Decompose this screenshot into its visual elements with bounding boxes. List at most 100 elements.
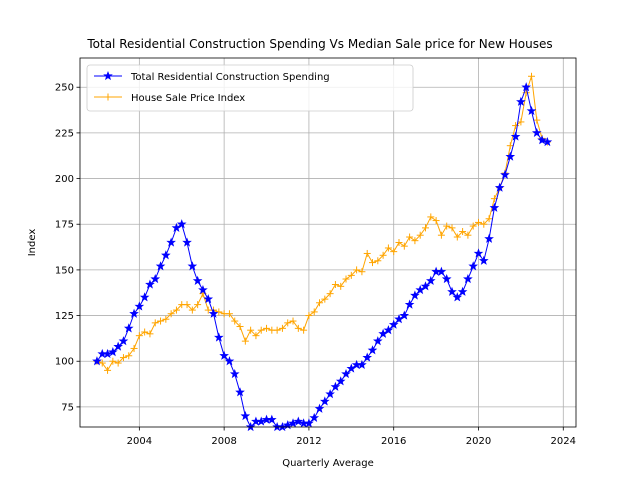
- data-point: [214, 332, 224, 342]
- data-point: [410, 290, 420, 300]
- data-point: [533, 116, 541, 124]
- grid-lines: [80, 58, 576, 427]
- data-point: [420, 281, 431, 291]
- data-point: [225, 310, 233, 318]
- series-1: [93, 72, 551, 374]
- chart-title: Total Residential Construction Spending …: [86, 37, 552, 51]
- axis-ticks: 2004 2008 2012 2016 2020 2024 75 100 125 150 175 20…: [55, 83, 576, 447]
- data-point: [427, 213, 435, 221]
- data-point: [284, 319, 292, 327]
- data-point: [399, 310, 410, 320]
- data-point: [390, 248, 398, 256]
- x-tick-label: 2004: [127, 436, 152, 447]
- data-point: [198, 284, 208, 295]
- data-point: [517, 118, 525, 126]
- x-tick-label: 2012: [296, 436, 321, 447]
- data-point: [155, 261, 166, 271]
- y-tick-label: 100: [55, 357, 74, 368]
- data-point: [474, 218, 482, 226]
- data-point: [135, 332, 143, 340]
- data-point: [172, 306, 180, 314]
- y-tick-label: 200: [55, 174, 74, 185]
- data-point: [310, 308, 318, 316]
- data-point: [469, 222, 477, 230]
- data-point: [314, 403, 325, 413]
- x-tick-label: 2024: [551, 436, 576, 447]
- data-point: [505, 151, 516, 161]
- data-point: [92, 356, 102, 366]
- data-point: [256, 416, 267, 426]
- data-point: [305, 312, 313, 320]
- data-point: [114, 359, 122, 367]
- data-point: [263, 324, 271, 332]
- y-tick-label: 125: [55, 311, 74, 322]
- data-point: [294, 324, 302, 332]
- legend: Total Residential Construction Spending …: [86, 64, 414, 112]
- data-point: [157, 317, 165, 325]
- data-point: [247, 326, 255, 334]
- data-point: [241, 337, 249, 345]
- data-point: [235, 387, 245, 397]
- data-point: [325, 389, 335, 399]
- data-point: [363, 249, 371, 257]
- data-point: [485, 215, 493, 223]
- data-point: [512, 122, 520, 130]
- data-point: [527, 72, 535, 80]
- data-point: [108, 347, 118, 357]
- legend-label-house-price: House Sale Price Index: [131, 93, 245, 104]
- data-point: [208, 308, 219, 318]
- data-point: [448, 224, 456, 232]
- data-point: [161, 250, 171, 260]
- data-point: [139, 292, 150, 302]
- x-axis-title: Quarterly Average: [282, 458, 374, 469]
- data-point: [347, 271, 355, 279]
- data-point: [146, 330, 154, 338]
- data-point: [341, 368, 351, 379]
- data-point: [151, 319, 159, 327]
- data-point: [176, 219, 187, 229]
- data-point: [480, 220, 488, 228]
- legend-marker-glyph: [104, 93, 112, 101]
- data-point: [384, 244, 392, 252]
- data-point: [224, 356, 235, 366]
- data-point: [129, 308, 139, 318]
- data-point: [304, 418, 314, 428]
- series-0: [92, 82, 553, 432]
- data-point: [521, 82, 531, 92]
- data-point: [473, 248, 484, 258]
- data-point: [416, 231, 424, 239]
- data-point: [236, 323, 244, 331]
- legend-marker-construction: [103, 70, 113, 81]
- data-point: [379, 251, 387, 259]
- y-tick-label: 150: [55, 265, 74, 276]
- data-point: [357, 359, 367, 369]
- data-point: [422, 224, 430, 232]
- data-point: [464, 231, 472, 239]
- data-point: [404, 299, 415, 309]
- data-point: [300, 326, 308, 334]
- data-point: [494, 182, 505, 192]
- data-point: [123, 323, 134, 333]
- data-point: [316, 299, 324, 307]
- data-point: [215, 308, 223, 316]
- data-point: [182, 237, 192, 247]
- data-point: [358, 268, 366, 276]
- data-point: [102, 348, 113, 359]
- data-point: [293, 416, 304, 426]
- data-point: [145, 279, 155, 289]
- data-point: [335, 376, 346, 386]
- data-point: [537, 135, 547, 145]
- data-point: [252, 332, 260, 340]
- y-tick-label: 250: [55, 83, 74, 94]
- y-tick-label: 75: [61, 402, 74, 413]
- y-tick-label: 225: [55, 128, 74, 139]
- data-point: [278, 324, 286, 332]
- data-point: [463, 273, 473, 284]
- data-point: [362, 352, 373, 362]
- data-point: [320, 396, 330, 406]
- legend-label-construction: Total Residential Construction Spending: [130, 72, 330, 83]
- x-tick-label: 2016: [381, 436, 406, 447]
- y-axis-title: Index: [27, 229, 38, 257]
- data-point: [98, 359, 106, 367]
